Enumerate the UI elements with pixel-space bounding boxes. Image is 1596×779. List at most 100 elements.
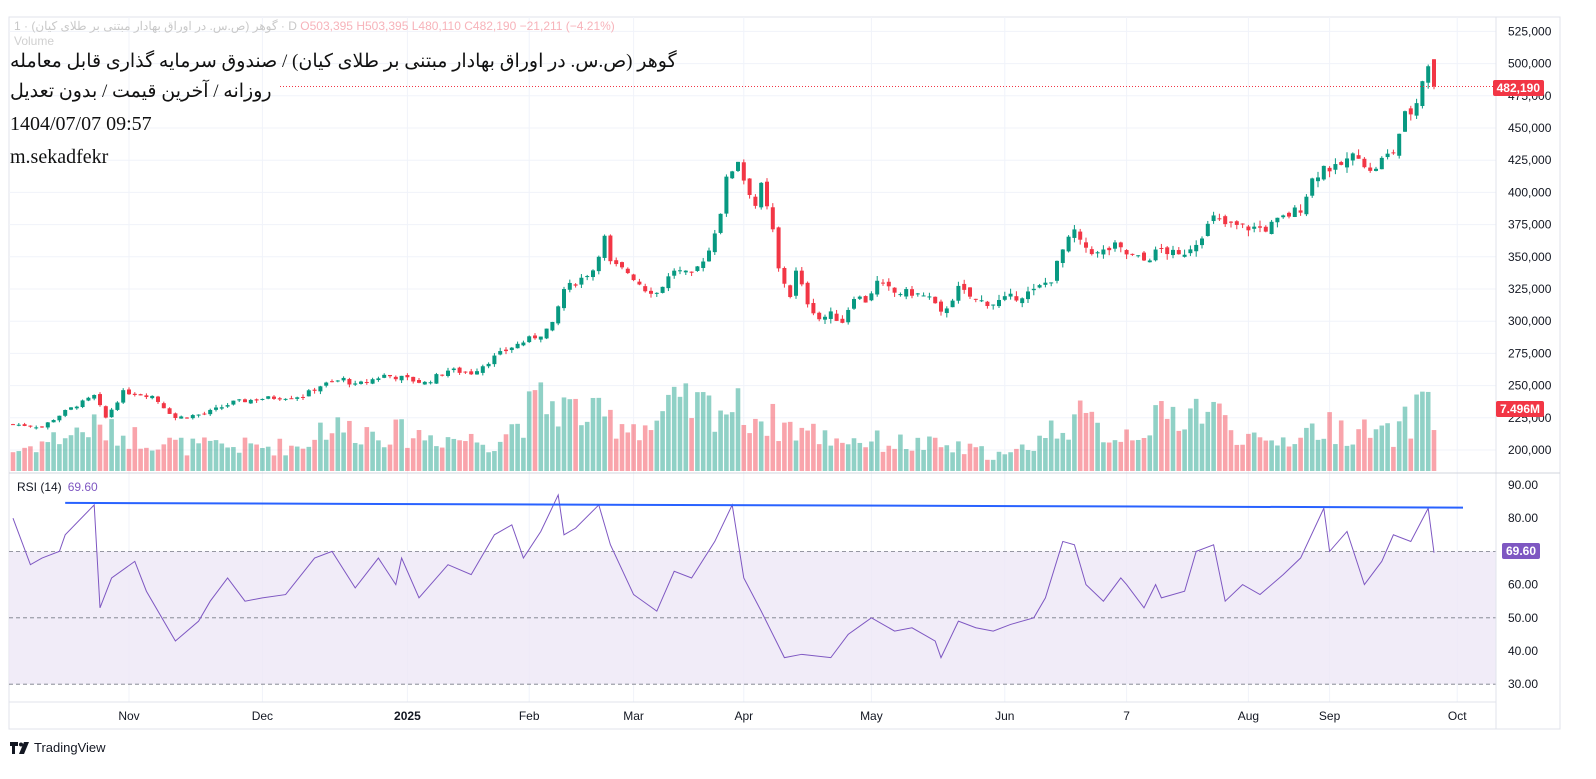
volume-bar [1379,425,1385,471]
candle-body [823,316,827,320]
volume-bar [405,447,410,471]
price-tick-label: 450,000 [1508,121,1552,135]
volume-bar [1164,418,1170,471]
legend-low: L480,110 [411,19,461,33]
volume-bar [793,440,799,471]
rsi-tag: 69.60 [1501,543,1540,559]
volume-bar [109,419,114,471]
volume-bar [619,424,625,471]
candle-body [40,426,44,428]
candle-body [1072,229,1077,238]
candle-body [1281,215,1286,218]
rsi-tick-label: 90.00 [1508,478,1538,492]
candle-body [828,311,833,319]
candle-body [446,370,450,376]
volume-legend: Volume [14,34,55,48]
candle-body [330,381,334,383]
volume-bar [695,392,700,471]
tradingview-logo[interactable]: TradingView [10,740,106,755]
volume-bar [956,441,961,471]
volume-bar [840,442,845,471]
volume-bar [341,432,346,471]
volume-bar [1014,448,1019,471]
chart-datetime: 1404/07/07 09:57 [10,113,152,135]
candle-body [335,380,340,382]
candle-body [434,374,439,384]
candle-body [741,162,746,181]
volume-bar [816,444,822,471]
volume-bar [521,437,526,471]
volume-bar [86,437,91,471]
candle-body [504,349,508,352]
candle-body [202,413,207,415]
volume-bar [799,427,805,471]
candle-body [231,400,236,405]
candle-body [272,396,276,399]
candle-body [208,409,213,415]
candle-body [1327,167,1332,172]
candle-body [301,396,305,398]
candle-body [22,424,27,426]
volume-bar [1170,406,1176,471]
volume-bar [126,448,132,471]
time-tick-label: Feb [519,709,540,723]
candle-body [857,296,862,299]
volume-bar [1083,412,1089,471]
candle-body [1391,152,1396,154]
volume-bar [1362,419,1367,471]
volume-bar [758,421,764,471]
volume-bar [1147,435,1153,471]
candle-body [799,270,804,285]
volume-bar [318,422,323,471]
volume-bar [932,437,938,471]
candle-body [1026,291,1030,300]
candle-body [538,336,543,340]
candle-body [1263,226,1268,232]
candle-body [243,399,247,403]
candle-body [910,289,914,296]
volume-bar [451,438,457,471]
rsi-trendline [65,501,1464,509]
rsi-legend[interactable]: RSI (14) 69.60 [17,480,98,494]
candle-body [196,414,201,416]
volume-bar [51,432,56,471]
candle-body [451,368,456,371]
candle-body [1101,249,1106,255]
candle-body [283,398,288,400]
volume-bar [219,443,225,471]
candle-body [1356,155,1361,159]
volume-bar [434,446,439,471]
candle-body [782,267,787,284]
rsi-tick-label: 80.00 [1508,511,1538,525]
candle-body [927,296,932,298]
volume-bar [1333,444,1338,471]
volume-bar [1408,438,1414,471]
candle-body [1252,226,1257,229]
volume-bar [660,411,665,471]
candle-body [944,308,949,314]
candle-body [1188,249,1193,254]
candles [11,59,1496,430]
last-price-tag: 482,190 [1492,80,1544,96]
volume-bar [1327,412,1332,471]
candle-body [190,415,195,419]
candle-body [1060,249,1065,264]
volume-bar [347,420,352,471]
volume-bar [625,432,631,471]
volume-bar [1350,444,1356,471]
volume-bar [689,418,694,471]
volume-bar [532,390,538,471]
candle-body [1020,298,1025,304]
candle-body [886,281,891,287]
candle-body [985,301,990,307]
candle-body [127,389,131,395]
candle-body [881,282,885,284]
volume-bar [706,395,712,471]
candle-body [260,398,265,400]
volume-bar [190,438,196,471]
volume-bar [642,425,648,471]
candle-body [214,407,218,410]
candle-body [1304,196,1309,215]
volume-bar [207,440,213,471]
